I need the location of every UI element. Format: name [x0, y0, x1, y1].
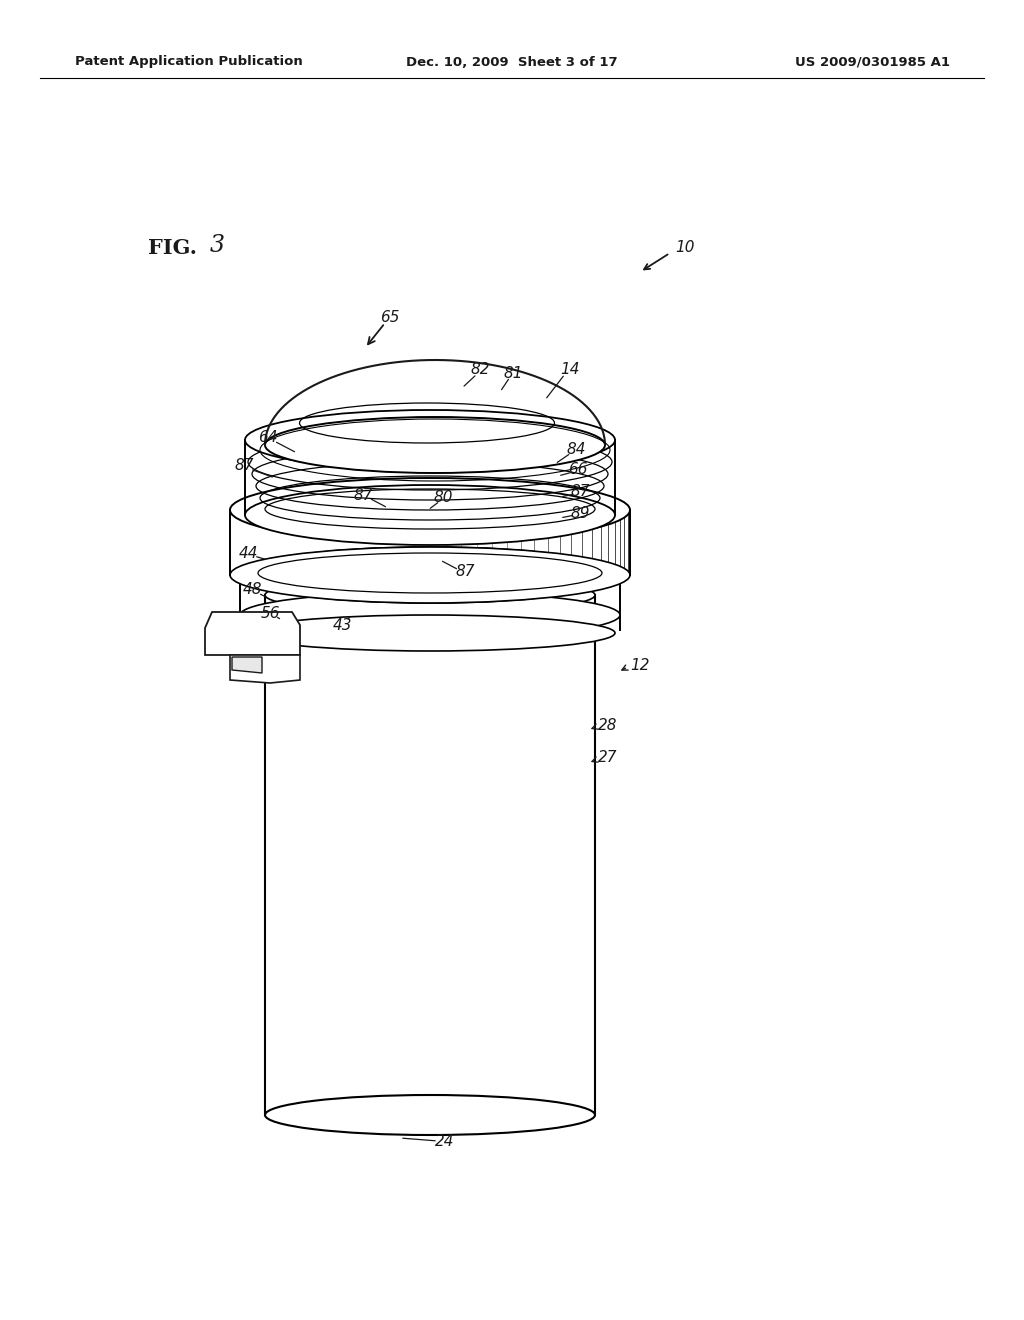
Ellipse shape: [230, 478, 630, 543]
Ellipse shape: [245, 615, 615, 651]
Text: 89: 89: [570, 506, 590, 520]
Text: 87: 87: [353, 487, 373, 503]
Text: Patent Application Publication: Patent Application Publication: [75, 55, 303, 69]
Ellipse shape: [265, 417, 605, 473]
Text: 81: 81: [503, 366, 522, 380]
Ellipse shape: [245, 411, 615, 470]
Text: US 2009/0301985 A1: US 2009/0301985 A1: [795, 55, 950, 69]
Text: 87: 87: [570, 484, 590, 499]
Text: 3: 3: [210, 234, 225, 256]
Text: 27: 27: [598, 751, 617, 766]
Text: 66: 66: [568, 462, 588, 478]
Text: Dec. 10, 2009  Sheet 3 of 17: Dec. 10, 2009 Sheet 3 of 17: [407, 55, 617, 69]
Text: 84: 84: [566, 442, 586, 458]
Text: 10: 10: [675, 240, 694, 256]
Ellipse shape: [240, 546, 620, 603]
Polygon shape: [230, 655, 300, 682]
Ellipse shape: [230, 546, 630, 603]
Text: 44: 44: [239, 545, 258, 561]
Text: 65: 65: [380, 310, 399, 326]
Ellipse shape: [245, 484, 615, 545]
Text: FIG.: FIG.: [148, 238, 197, 257]
Text: 56: 56: [260, 606, 280, 620]
Polygon shape: [232, 657, 262, 673]
Text: 28: 28: [598, 718, 617, 733]
Text: 12: 12: [630, 657, 649, 672]
Text: 87: 87: [234, 458, 254, 474]
Text: 80: 80: [433, 491, 453, 506]
Text: 24: 24: [435, 1134, 455, 1150]
Ellipse shape: [265, 1096, 595, 1135]
Ellipse shape: [240, 591, 620, 638]
Text: 43: 43: [332, 618, 352, 632]
Polygon shape: [205, 612, 300, 655]
Ellipse shape: [265, 577, 595, 612]
Text: 87: 87: [456, 565, 475, 579]
Text: 82: 82: [470, 363, 489, 378]
Text: 48: 48: [243, 582, 262, 598]
Text: 14: 14: [560, 363, 580, 378]
Text: 64: 64: [258, 429, 278, 445]
